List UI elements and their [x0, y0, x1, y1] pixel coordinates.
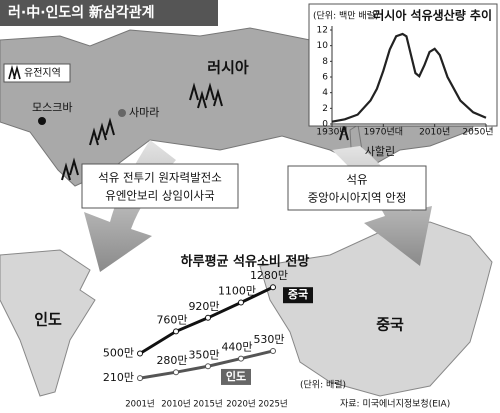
- series-tag: [283, 287, 313, 304]
- value-label: 440만: [221, 341, 252, 354]
- point: [137, 375, 143, 382]
- value-label: 280만: [156, 354, 187, 367]
- value-label: 530만: [253, 333, 284, 346]
- point: [238, 355, 244, 362]
- x-tick-label: 2025년: [258, 399, 287, 410]
- x-tick-label: 2020년: [226, 399, 255, 410]
- x-tick-label: 2001년: [125, 399, 154, 410]
- region-label: 사할린: [365, 145, 395, 158]
- y-tick-label: 0: [322, 120, 328, 130]
- legend-box: [3, 63, 71, 83]
- country-label: 인도: [34, 311, 62, 329]
- production-line: [331, 32, 487, 123]
- y-tick-label: 8: [322, 57, 328, 67]
- point: [137, 350, 143, 357]
- y-tick-label: 4: [322, 88, 328, 98]
- callout-box: [287, 165, 427, 211]
- india-map: [0, 249, 96, 397]
- callout-text: 석유: [346, 173, 367, 187]
- samara-dot: [118, 109, 126, 117]
- point: [270, 347, 276, 354]
- x-tick-label: 2015년: [193, 399, 222, 410]
- callout-text: 석유 전투기 원자력발전소: [98, 171, 222, 185]
- point: [173, 328, 179, 335]
- chart-title: 러시아 석유생산량 추이: [373, 8, 492, 23]
- point: [173, 369, 179, 376]
- chart-title: 하루평균 석유소비 전망: [181, 254, 310, 270]
- city-label: 모스크바: [32, 101, 72, 114]
- callout-text: 유엔안보리 상임이사국: [105, 189, 214, 203]
- value-label: 500만: [103, 347, 134, 360]
- legend-label: 유전지역: [24, 67, 61, 79]
- y-tick-label: 2: [322, 104, 328, 114]
- y-tick-label: 10: [317, 41, 329, 51]
- value-label: 920만: [188, 300, 219, 313]
- x-tick-label: 2050년: [462, 127, 493, 138]
- value-label: 350만: [188, 348, 219, 361]
- legend-label: 인도: [226, 369, 246, 383]
- point: [205, 363, 211, 370]
- point: [238, 299, 244, 306]
- x-tick-label: 1930년: [316, 127, 347, 138]
- country-label: 중국: [376, 316, 404, 334]
- legend-label: 중국: [288, 288, 308, 301]
- source: 자료: 미국에너지정보청(EIA): [340, 399, 450, 410]
- unit-note: (단위: 배럴): [300, 380, 346, 391]
- point: [270, 284, 276, 291]
- moscow-dot: [38, 117, 46, 125]
- y-tick-label: 6: [322, 73, 328, 83]
- header-bar: [0, 0, 218, 26]
- x-tick-label: 1970년대: [364, 127, 403, 138]
- value-label: 760만: [156, 313, 187, 326]
- unit-note: (단위: 백만 배럴): [313, 11, 378, 22]
- value-label: 210만: [103, 371, 134, 384]
- legend-icon: [8, 64, 21, 80]
- header-title: 러·中·인도의 新삼각관계: [8, 4, 155, 21]
- callout-box: [81, 163, 239, 209]
- callout-text: 중앙아시아지역 안정: [308, 191, 407, 205]
- point: [205, 314, 211, 321]
- x-tick-label: 2010년: [161, 399, 190, 410]
- x-tick-label: 2010년: [419, 127, 450, 138]
- value-label: 1100만: [218, 285, 256, 298]
- country-label: 러시아: [207, 59, 249, 77]
- value-label: 1280만: [250, 269, 288, 282]
- y-tick-label: 12: [317, 26, 328, 36]
- city-label: 사마라: [129, 106, 159, 119]
- series-tag: [221, 368, 251, 385]
